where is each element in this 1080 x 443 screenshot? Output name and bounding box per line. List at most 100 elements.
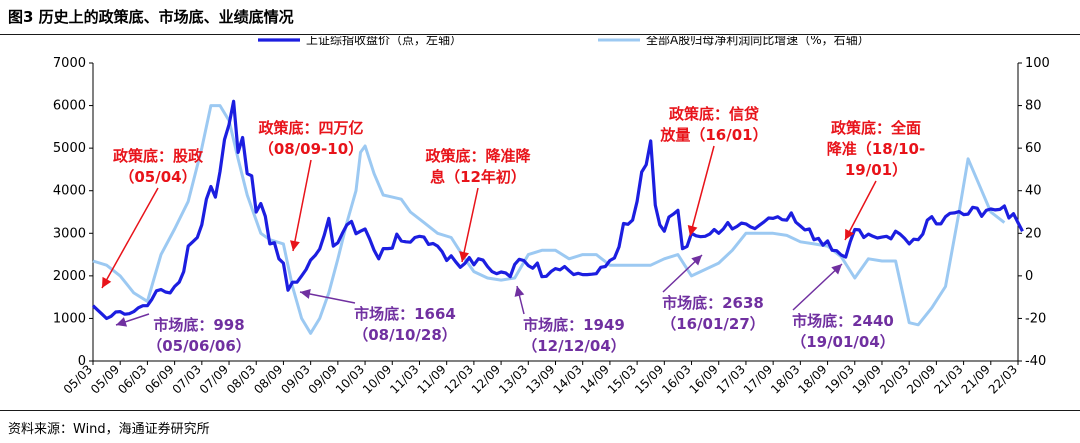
- x-tick-label: 12/09: [469, 362, 503, 396]
- annotation-arrow-line: [844, 180, 877, 241]
- left-tick-label: 7000: [53, 56, 86, 71]
- annotation-arrow-head: [290, 240, 300, 251]
- x-tick-label: 14/09: [578, 362, 612, 396]
- annotation-text-line: 息（12年初）: [430, 168, 526, 186]
- x-tick-label: 13/03: [496, 362, 530, 396]
- annotation-text-line: 19/01）: [845, 161, 907, 179]
- left-tick-label: 4000: [53, 184, 86, 199]
- annotation-text-line: 市场底：998: [153, 316, 244, 334]
- right-tick-label: 20: [1025, 226, 1042, 241]
- annotation-layer: 政策底：股政 （05/04） 政策底：四万亿 （08/09-10） 政策底：降准降息（1…: [101, 105, 925, 355]
- annotation-arrow-head: [687, 225, 698, 236]
- x-tick-label: 12/03: [442, 362, 476, 396]
- x-tick-label: 07/03: [170, 362, 204, 396]
- bottom-rule: [0, 410, 1080, 411]
- x-tick-label: 07/09: [197, 362, 231, 396]
- annotation-text-line: 市场底：2638: [662, 294, 764, 312]
- left-tick-label: 3000: [53, 226, 86, 241]
- page-title: 图3 历史上的政策底、市场底、业绩底情况: [8, 8, 294, 26]
- chart: 0 1000 2000 3000 4000 5000 6000 7000 -40 -20 0 20 40…: [53, 36, 1050, 397]
- x-tick-label: 09/09: [306, 362, 340, 396]
- legend: 上证综指收盘价（点，左轴） 全部A股归母净利润同比增速（%，右轴）: [258, 36, 870, 47]
- annotation-text-line: 市场底：1664: [354, 305, 456, 323]
- left-tick-label: 6000: [53, 99, 86, 114]
- market-bottom-annotation: 市场底：998 （05/06/06）: [115, 313, 251, 355]
- x-tick-label: 20/03: [877, 362, 911, 396]
- annotation-arrow-head: [459, 251, 470, 262]
- market-bottom-annotation: 市场底：2638 （16/01/27）: [661, 254, 765, 333]
- annotation-text-line: （16/01/27）: [661, 315, 765, 333]
- x-tick-label: 05/09: [88, 362, 122, 396]
- profit-series-layer: [92, 104, 1006, 335]
- annotation-arrow-head: [514, 286, 525, 297]
- x-tick-label: 06/09: [142, 362, 176, 396]
- x-tick-label: 15/09: [632, 362, 666, 396]
- left-tick-label: 1000: [53, 311, 86, 326]
- annotation-text-line: 市场底：2440: [792, 312, 894, 330]
- x-tick-label: 22/03: [986, 362, 1020, 396]
- annotation-text-line: （12/12/04）: [522, 337, 626, 355]
- annotation-arrow-head: [831, 264, 842, 275]
- legend-label-profit: 全部A股归母净利润同比增速（%，右轴）: [646, 36, 870, 47]
- annotation-text-line: 降准（18/10-: [827, 140, 925, 158]
- x-tick-label: 19/03: [823, 362, 857, 396]
- index-series-layer: [91, 99, 1024, 321]
- annotation-text-line: （05/06/06）: [147, 337, 251, 355]
- x-tick-label: 20/09: [904, 362, 938, 396]
- x-tick-label: 08/03: [224, 362, 258, 396]
- shanghai-index-line: [91, 99, 1024, 321]
- annotation-text-line: 政策底：四万亿: [258, 119, 363, 137]
- x-tick-label: 21/03: [931, 362, 965, 396]
- policy-bottom-annotation: 政策底：四万亿 （08/09-10）: [258, 119, 364, 252]
- annotation-arrow-line: [101, 187, 159, 289]
- annotation-arrow-line: [689, 145, 715, 237]
- x-tick-label: 18/09: [795, 362, 829, 396]
- x-tick-label: 09/03: [278, 362, 312, 396]
- right-tick-label: 80: [1025, 99, 1042, 114]
- right-tick-label: 100: [1025, 56, 1050, 71]
- right-tick-label: -40: [1025, 354, 1046, 369]
- x-tick-label: 17/03: [714, 362, 748, 396]
- x-tick-label: 10/03: [333, 362, 367, 396]
- right-tick-label: 40: [1025, 184, 1042, 199]
- left-tick-label: 5000: [53, 141, 86, 156]
- source-note: 资料来源：Wind，海通证券研究所: [8, 422, 210, 437]
- annotation-arrow-head: [300, 289, 311, 299]
- annotation-text-line: 政策底：股政: [113, 147, 204, 165]
- market-bottom-annotation: 市场底：1949 （12/12/04）: [514, 285, 626, 355]
- annotation-arrow-head: [102, 276, 112, 288]
- profit-growth-line: [92, 104, 1006, 335]
- annotation-text-line: 政策底：降准降: [425, 147, 531, 165]
- x-tick-label: 17/09: [741, 362, 775, 396]
- x-tick-label: 08/09: [251, 362, 285, 396]
- x-tick-label: 11/09: [414, 362, 448, 396]
- x-tick-label: 06/03: [115, 362, 149, 396]
- annotation-text-line: 政策底：全面: [831, 119, 921, 137]
- annotation-arrow-line: [461, 187, 479, 263]
- x-tick-label: 16/03: [659, 362, 693, 396]
- left-tick-label: 2000: [53, 269, 86, 284]
- annotation-text-line: 放量（16/01）: [659, 126, 767, 144]
- right-tick-label: 60: [1025, 141, 1042, 156]
- right-tick-label: 0: [1025, 269, 1033, 284]
- left-tick-label: 0: [78, 354, 86, 369]
- x-tick-label: 10/09: [360, 362, 394, 396]
- annotation-arrow-line: [792, 263, 843, 311]
- x-tick-label: 11/03: [387, 362, 421, 396]
- x-tick-label: 15/03: [605, 362, 639, 396]
- market-bottom-annotation: 市场底：2440 （19/01/04）: [791, 263, 895, 351]
- annotation-text-line: （08/10/28）: [353, 326, 457, 344]
- x-tick-label: 13/09: [523, 362, 557, 396]
- x-tick-label: 18/03: [768, 362, 802, 396]
- annotation-text-line: （08/09-10）: [259, 140, 363, 158]
- x-tick-label: 19/09: [850, 362, 884, 396]
- policy-bottom-annotation: 政策底：股政 （05/04）: [101, 147, 204, 289]
- annotation-text-line: （19/01/04）: [791, 333, 895, 351]
- x-tick-label: 16/09: [686, 362, 720, 396]
- right-tick-label: -20: [1025, 311, 1046, 326]
- market-bottom-annotation: 市场底：1664 （08/10/28）: [299, 289, 457, 344]
- annotation-arrow-head: [691, 255, 702, 266]
- legend-label-index: 上证综指收盘价（点，左轴）: [306, 36, 462, 47]
